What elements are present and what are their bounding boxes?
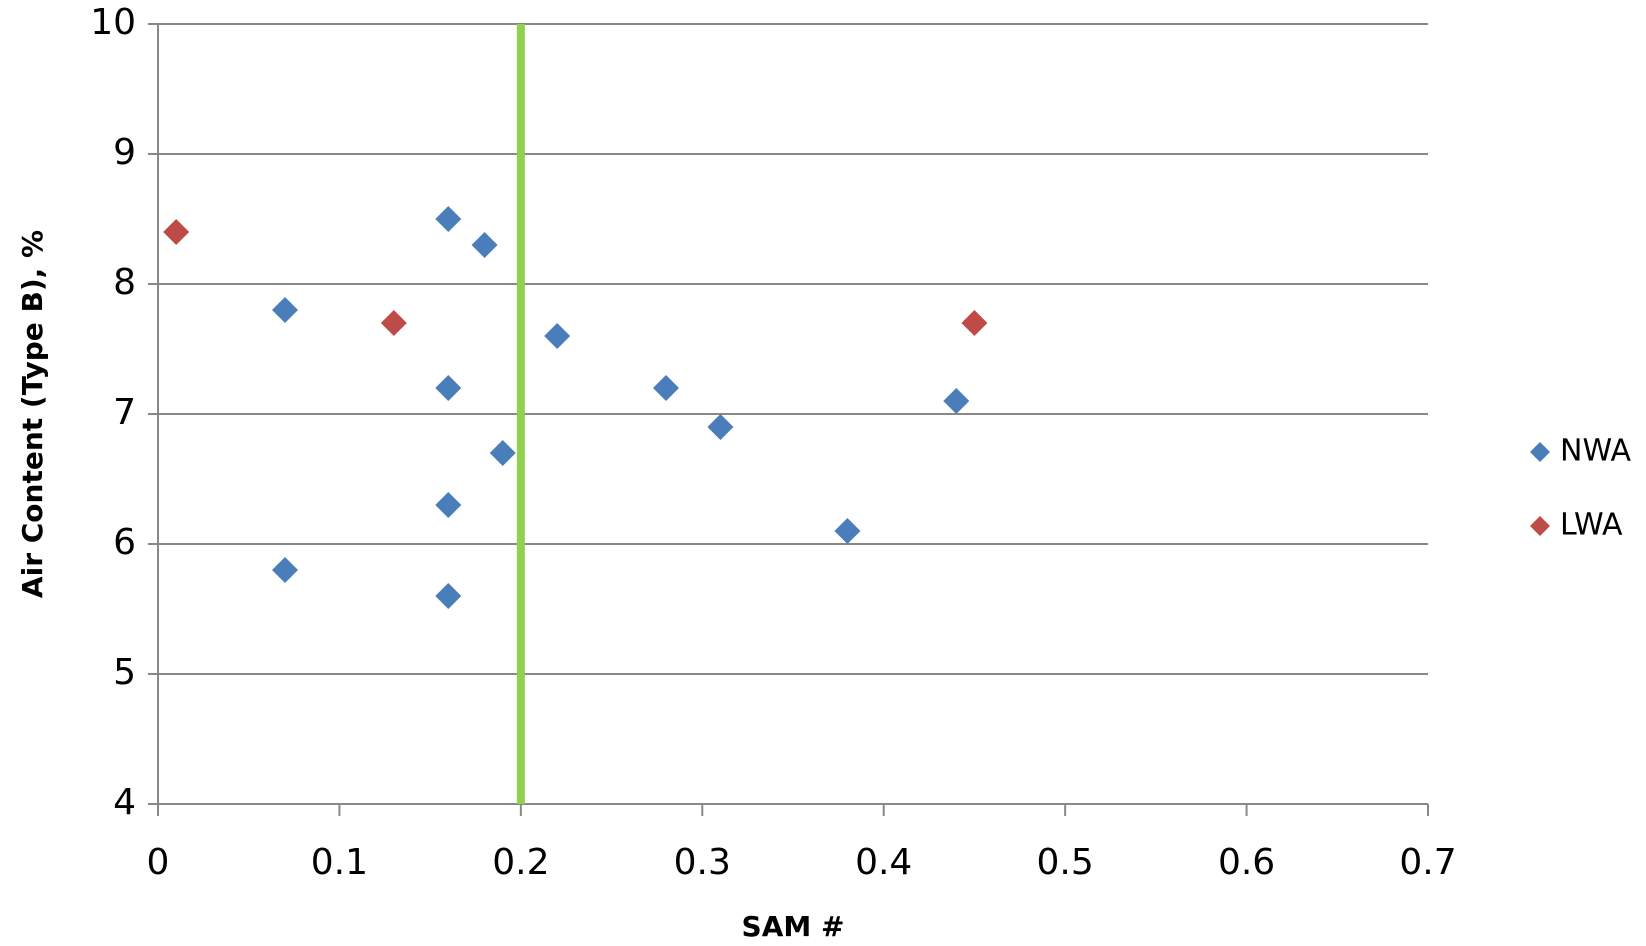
- point: [272, 557, 298, 583]
- point: [834, 518, 861, 544]
- point: [707, 414, 734, 440]
- point: [272, 297, 298, 323]
- point: [653, 375, 679, 401]
- legend-label: NWA: [1560, 434, 1631, 469]
- y-tick-label: 5: [113, 652, 136, 693]
- y-tick-label: 4: [113, 782, 136, 823]
- y-axis-title: Air Content (Type B), %: [16, 230, 49, 598]
- point: [163, 219, 190, 245]
- point: [380, 310, 407, 336]
- point: [435, 492, 462, 518]
- point: [435, 583, 462, 609]
- point: [435, 375, 462, 401]
- legend-marker: [1530, 442, 1550, 462]
- x-axis-title: SAM #: [742, 910, 845, 943]
- x-tick-label: 0.5: [1037, 842, 1094, 883]
- x-tick-label: 0: [147, 842, 170, 883]
- point: [961, 310, 988, 336]
- x-tick-label: 0.1: [311, 842, 368, 883]
- point: [943, 388, 970, 414]
- x-tick-label: 0.4: [855, 842, 912, 883]
- point: [544, 323, 571, 349]
- y-tick-label: 9: [113, 132, 136, 173]
- legend-marker: [1530, 516, 1550, 536]
- point: [435, 206, 462, 232]
- y-tick-label: 8: [113, 262, 136, 303]
- x-tick-label: 0.2: [492, 842, 549, 883]
- y-tick-label: 10: [90, 2, 136, 43]
- x-tick-label: 0.3: [674, 842, 731, 883]
- x-tick-label: 0.7: [1399, 842, 1456, 883]
- x-tick-label: 0.6: [1218, 842, 1275, 883]
- point: [471, 232, 498, 258]
- legend-label: LWA: [1560, 508, 1623, 543]
- y-tick-label: 6: [113, 522, 136, 563]
- y-tick-label: 7: [113, 392, 136, 433]
- point: [489, 440, 516, 466]
